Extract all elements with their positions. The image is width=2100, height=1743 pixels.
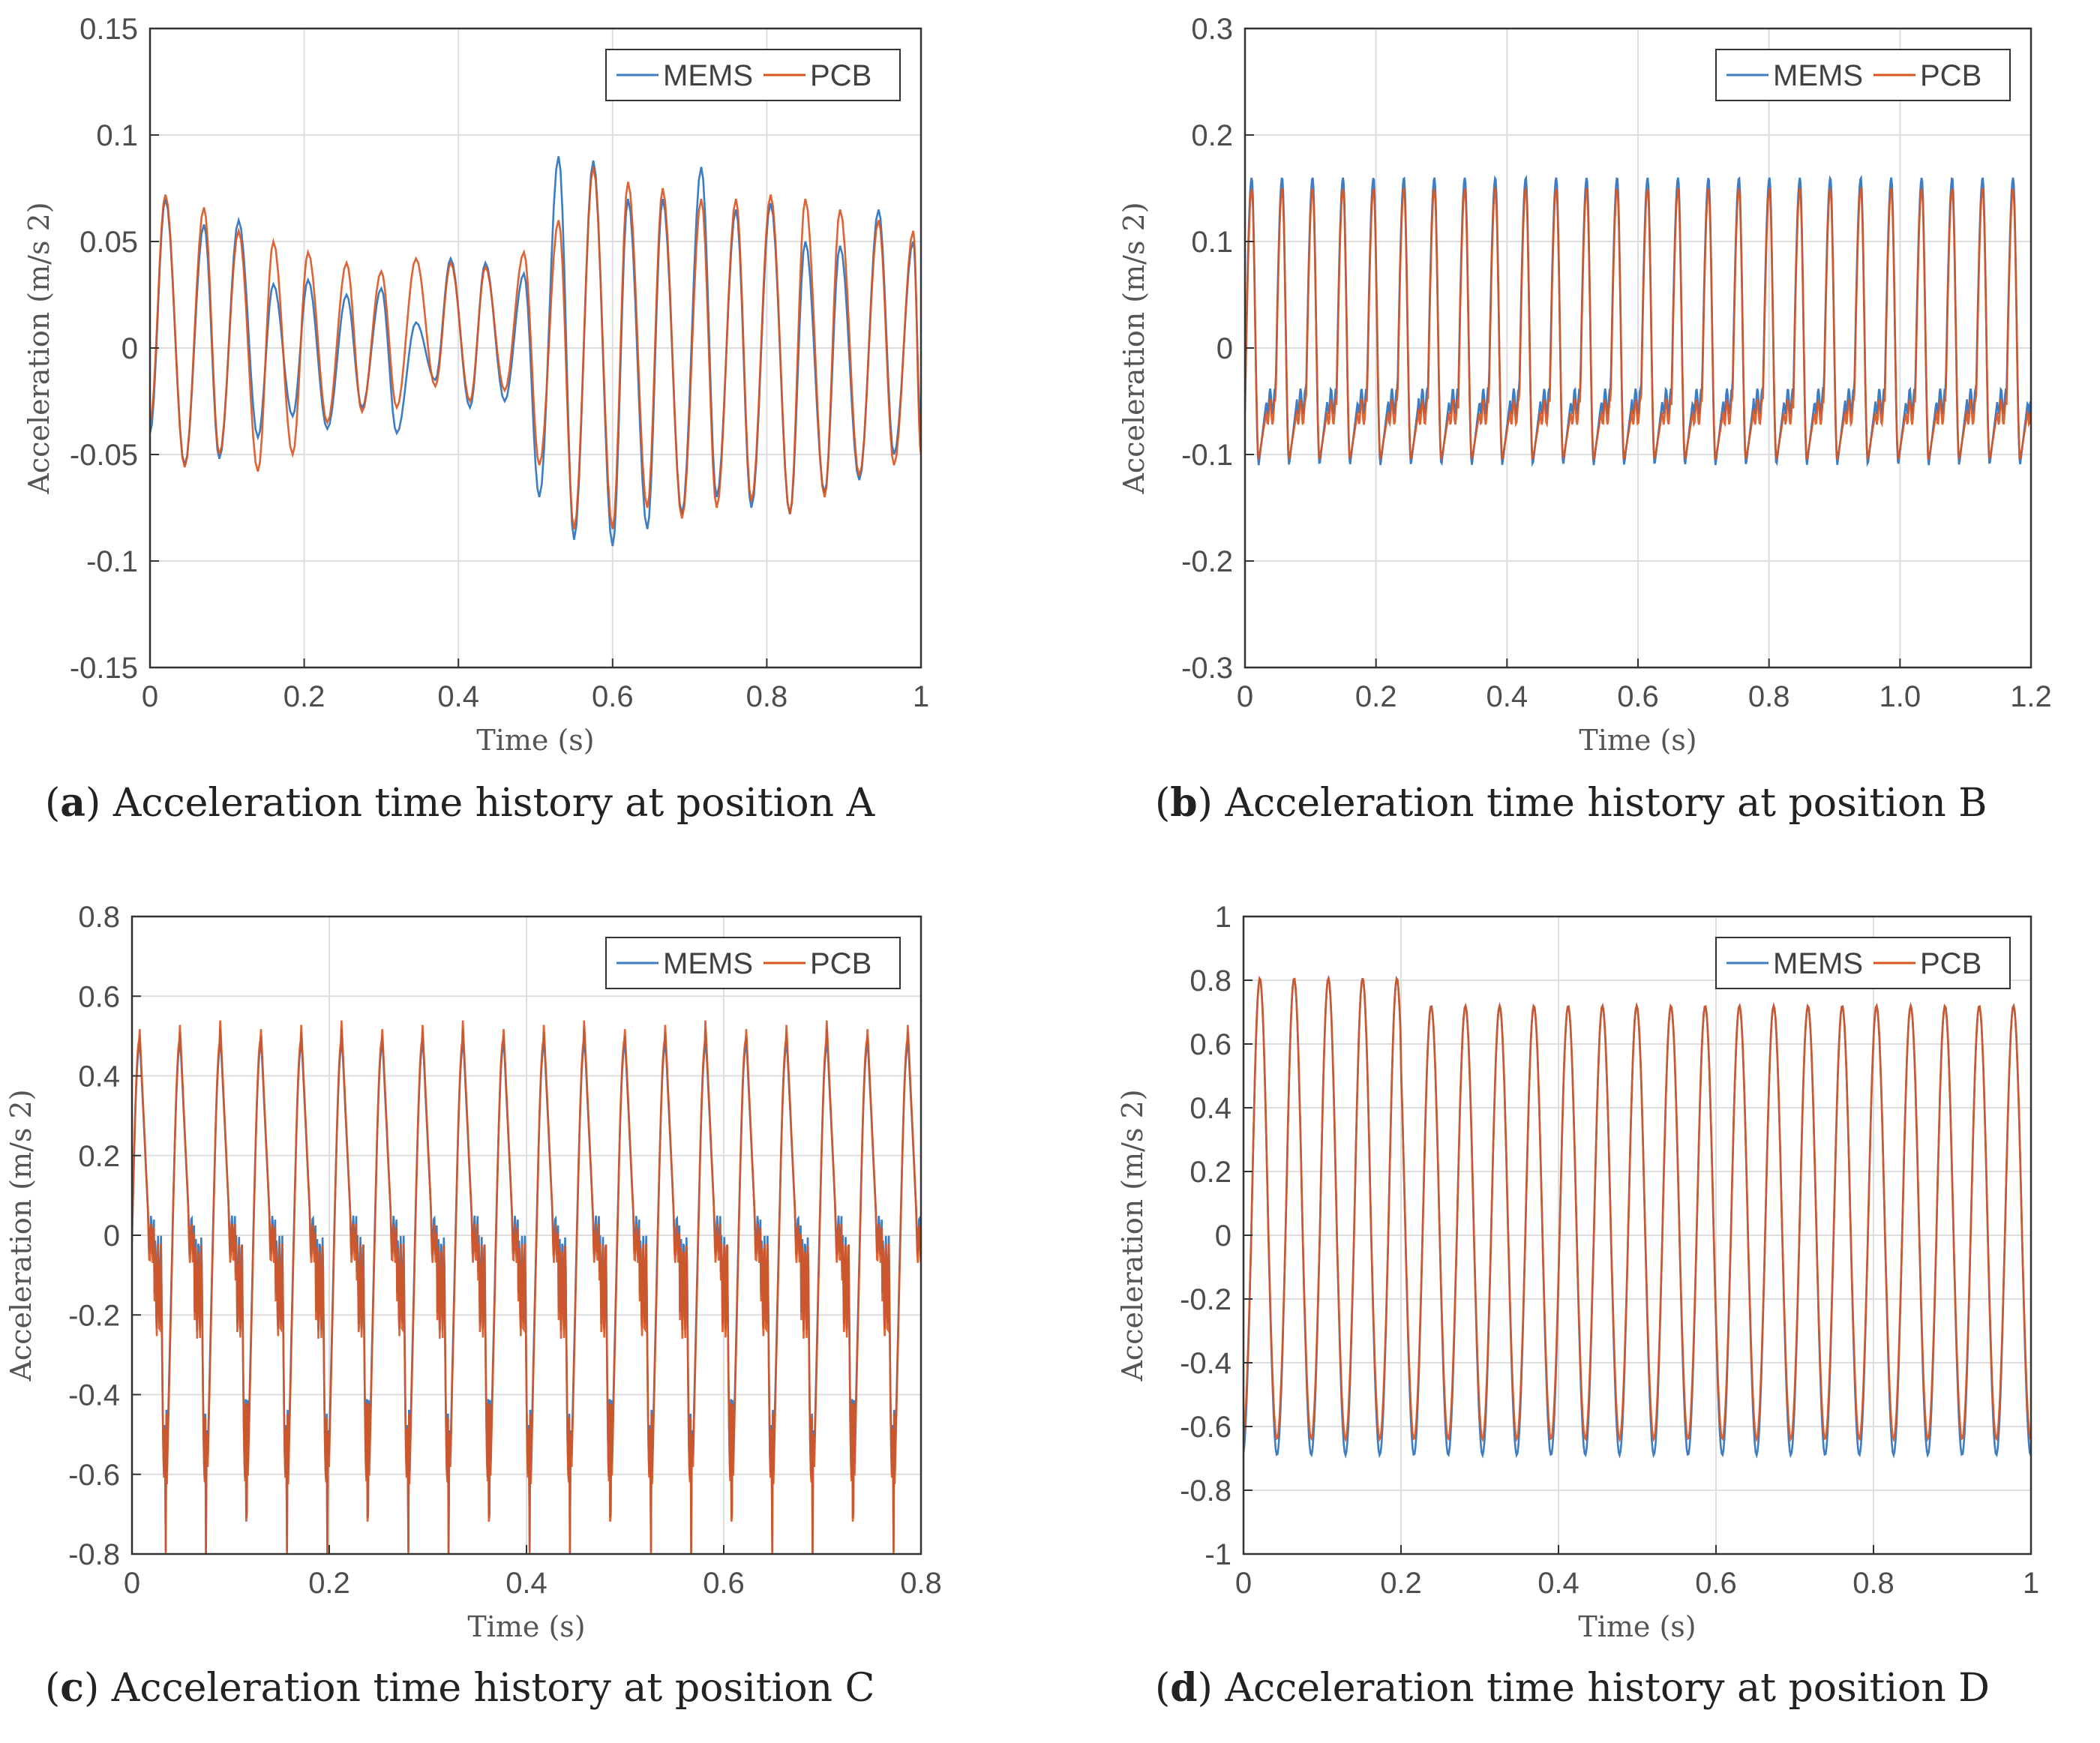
x-tick-label: 0 <box>1237 680 1253 713</box>
x-tick-label: 0 <box>1235 1567 1252 1600</box>
x-tick-label: 0.6 <box>592 680 634 713</box>
series-group <box>1244 974 2031 1459</box>
y-tick-label: -0.1 <box>1181 439 1233 472</box>
y-tick-label: 0.2 <box>1190 1156 1232 1189</box>
y-tick-label: 0.8 <box>78 901 120 934</box>
series-group <box>150 156 921 547</box>
legend-label-mems: MEMS <box>663 59 753 92</box>
y-tick-label: 0.05 <box>80 226 138 259</box>
y-tick-label: 0 <box>104 1220 120 1252</box>
caption-d: (d) Acceleration time history at positio… <box>1155 1665 1990 1711</box>
y-axis-title: Acceleration (m/s 2) <box>22 202 56 494</box>
chart-panel-c: 0 0.2 0.4 0.6 0.8 -0.8 -0.6 -0.4 -0.2 0 0.2 0.4 0.6 0… <box>0 878 1050 1740</box>
y-tick-label: 1 <box>1215 901 1232 934</box>
x-axis-title: Time (s) <box>1578 1610 1696 1643</box>
y-tick-label: 0 <box>1216 332 1233 365</box>
y-axis-title: Acceleration (m/s 2) <box>4 1089 38 1382</box>
y-tick-label: -0.2 <box>1180 1283 1232 1316</box>
x-tick-label: 0.4 <box>1486 680 1528 713</box>
x-axis-title: Time (s) <box>1579 724 1696 757</box>
chart-a-svg: 0 0.2 0.4 0.6 0.8 1 -0.15 -0.1 -0.05 0 0.05 0.1 0.15… <box>22 13 929 757</box>
series-group <box>132 1020 921 1554</box>
x-tick-label: 0.2 <box>284 680 326 713</box>
y-tick-label: 0.6 <box>1190 1028 1232 1061</box>
caption-b: (b) Acceleration time history at positio… <box>1155 780 1988 826</box>
chart-d-svg: 0 0.2 0.4 0.6 0.8 1 -1 -0.8 -0.6 -0.4 -0.2 0 0.2 0.4 0… <box>1116 901 2039 1643</box>
chart-c-svg: 0 0.2 0.4 0.6 0.8 -0.8 -0.6 -0.4 -0.2 0 0.2 0.4 0.6 0… <box>4 901 942 1643</box>
x-tick-label: 0.8 <box>1852 1567 1894 1600</box>
y-tick-label: -0.3 <box>1181 652 1233 685</box>
y-tick-label: 0.8 <box>1190 964 1232 998</box>
x-tick-label: 0.2 <box>1355 680 1397 713</box>
chart-panel-a: 0 0.2 0.4 0.6 0.8 1 -0.15 -0.1 -0.05 0 0.05 0.1 0.15… <box>0 0 1050 862</box>
series-line-pcb <box>1244 974 2031 1443</box>
series-line-pcb <box>150 166 921 530</box>
x-tick-label: 0 <box>142 680 158 713</box>
y-tick-label: -1 <box>1204 1538 1232 1571</box>
y-tick-label: 0.15 <box>80 13 138 46</box>
x-axis-title: Time (s) <box>467 1610 585 1643</box>
y-tick-label: -0.2 <box>68 1299 120 1332</box>
legend-label-mems: MEMS <box>663 947 753 980</box>
y-axis-title: Acceleration (m/s 2) <box>1116 1089 1149 1382</box>
legend-label-pcb: PCB <box>810 947 872 980</box>
y-tick-label: -0.8 <box>1180 1474 1232 1508</box>
caption-c: (c) Acceleration time history at positio… <box>45 1665 875 1711</box>
y-tick-label: 0.1 <box>96 119 138 152</box>
x-tick-label: 0.6 <box>703 1567 745 1600</box>
y-tick-label: 0 <box>1215 1220 1232 1252</box>
series-group <box>1245 174 2031 467</box>
x-tick-label: 0.8 <box>746 680 788 713</box>
series-line-mems <box>150 156 921 547</box>
chart-b-svg: 0 0.2 0.4 0.6 0.8 1.0 1.2 -0.3 -0.2 -0.1 0 0.1 0.2 0.… <box>1118 13 2052 757</box>
x-tick-label: 0.6 <box>1617 680 1659 713</box>
y-tick-label: 0 <box>122 332 138 365</box>
x-tick-label: 0.8 <box>1748 680 1790 713</box>
y-tick-label: 0.1 <box>1191 226 1233 259</box>
y-tick-label: -0.05 <box>70 439 138 472</box>
y-tick-label: 0.2 <box>78 1140 120 1173</box>
legend-label-mems: MEMS <box>1773 59 1863 92</box>
y-tick-label: -0.15 <box>70 652 138 685</box>
x-tick-label: 0.6 <box>1695 1567 1737 1600</box>
legend-label-pcb: PCB <box>810 59 872 92</box>
x-tick-label: 1.0 <box>1880 680 1922 713</box>
legend-label-pcb: PCB <box>1920 947 1982 980</box>
x-tick-label: 1 <box>2023 1567 2039 1600</box>
chart-panel-d: 0 0.2 0.4 0.6 0.8 1 -1 -0.8 -0.6 -0.4 -0.2 0 0.2 0.4 0… <box>1050 878 2100 1740</box>
y-tick-label: -0.2 <box>1181 545 1233 578</box>
y-tick-label: 0.4 <box>78 1060 120 1094</box>
series-line-pcb <box>1245 185 2031 462</box>
caption-a: (a) Acceleration time history at positio… <box>45 780 875 826</box>
y-tick-label: -0.6 <box>68 1459 120 1492</box>
x-tick-label: 1.2 <box>2010 680 2052 713</box>
x-tick-label: 0.8 <box>900 1567 942 1600</box>
x-axis-title: Time (s) <box>476 724 594 757</box>
y-tick-label: -0.4 <box>1180 1347 1232 1380</box>
x-tick-label: 1 <box>913 680 929 713</box>
x-tick-label: 0.4 <box>1538 1567 1580 1600</box>
y-tick-label: 0.3 <box>1191 13 1233 46</box>
y-axis-title: Acceleration (m/s 2) <box>1118 202 1150 494</box>
y-tick-label: -0.8 <box>68 1538 120 1571</box>
y-tick-label: -0.4 <box>68 1379 120 1412</box>
y-tick-label: -0.6 <box>1180 1411 1232 1444</box>
chart-panel-b: 0 0.2 0.4 0.6 0.8 1.0 1.2 -0.3 -0.2 -0.1 0 0.1 0.2 0.… <box>1050 0 2100 862</box>
y-tick-label: 0.6 <box>78 980 120 1013</box>
x-tick-label: 0.4 <box>506 1567 548 1600</box>
x-tick-label: 0.4 <box>437 680 479 713</box>
y-tick-label: 0.4 <box>1190 1092 1232 1125</box>
y-tick-label: -0.1 <box>86 545 138 578</box>
x-tick-label: 0 <box>124 1567 140 1600</box>
x-tick-label: 0.2 <box>1380 1567 1422 1600</box>
x-tick-label: 0.2 <box>308 1567 350 1600</box>
legend-label-mems: MEMS <box>1773 947 1863 980</box>
y-tick-label: 0.2 <box>1191 119 1233 152</box>
series-line-pcb <box>132 1020 921 1554</box>
legend-label-pcb: PCB <box>1920 59 1982 92</box>
